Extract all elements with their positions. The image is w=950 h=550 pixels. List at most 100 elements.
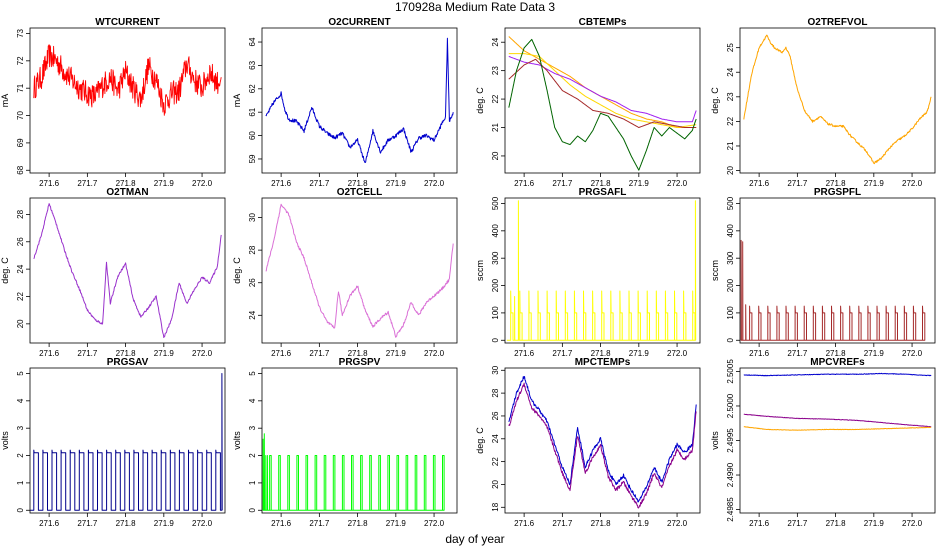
series-line-cbtemp3: [508, 55, 697, 123]
x-tick-label: 272.0: [902, 179, 923, 188]
figure-title: 170928a Medium Rate Data 3: [395, 0, 555, 14]
plot-frame: [739, 367, 936, 514]
y-tick-label: 300: [491, 251, 500, 265]
y-tick-label: 25: [726, 43, 735, 52]
x-tick-label: 271.6: [39, 349, 60, 358]
series-line-prgspfl: [740, 239, 926, 341]
panel-title: O2TREFVOL: [807, 17, 867, 28]
panel-title: WTCURRENT: [95, 17, 159, 28]
y-tick-label: 18: [491, 502, 500, 511]
y-tick-label: 2: [16, 453, 25, 458]
panel-prgspfl: PRGSPFL 271.6 271.7 271.8 271.9 272.0 0 100 200 3…: [710, 187, 936, 358]
y-tick-label: 26: [16, 237, 25, 246]
series-line-prgspv: [262, 433, 445, 511]
x-tick-label: 271.9: [154, 349, 175, 358]
y-tick-label: 4: [248, 398, 257, 403]
plot-frame: [29, 27, 226, 174]
y-tick-label: 20: [726, 166, 735, 175]
x-tick-label: 271.8: [348, 519, 369, 528]
y-tick-label: 0: [248, 507, 257, 512]
x-tick-label: 272.0: [667, 179, 688, 188]
plot-frame: [29, 367, 226, 514]
y-tick-label: 300: [726, 251, 735, 265]
y-tick-label: 20: [491, 479, 500, 488]
x-tick-label: 271.9: [864, 519, 885, 528]
x-tick-label: 271.9: [386, 519, 407, 528]
y-tick-label: 23: [726, 92, 735, 101]
panel-title: PRGSAV: [107, 357, 149, 368]
x-tick-label: 271.7: [309, 349, 330, 358]
series-line-o2tcell: [265, 203, 454, 338]
x-tick-label: 271.8: [348, 349, 369, 358]
series-line-prgsafl: [506, 200, 697, 341]
series-group: [33, 203, 222, 338]
x-tick-label: 271.9: [629, 349, 650, 358]
y-tick-label: 28: [491, 388, 500, 397]
y-tick-label: 3: [248, 425, 257, 430]
x-tick-label: 271.6: [514, 179, 535, 188]
y-tick-label: 2.5005: [726, 359, 735, 384]
x-tick-label: 271.6: [514, 519, 535, 528]
x-tick-label: 271.7: [787, 519, 808, 528]
x-tick-label: 271.9: [386, 179, 407, 188]
x-tick-label: 271.8: [826, 349, 847, 358]
y-tick-label: 22: [16, 291, 25, 300]
plot-frame: [739, 27, 936, 174]
series-group: [508, 376, 697, 509]
y-tick-label: 500: [491, 196, 500, 210]
series-group: [30, 373, 223, 511]
y-tick-label: 30: [491, 365, 500, 374]
y-tick-label: 400: [726, 224, 735, 238]
y-tick-label: 5: [248, 371, 257, 376]
y-tick-label: 200: [726, 278, 735, 292]
y-tick-label: 2.5000: [726, 393, 735, 418]
y-tick-label: 200: [491, 278, 500, 292]
x-tick-label: 271.7: [309, 179, 330, 188]
panel-o2trefvol: O2TREFVOL 271.6 271.7 271.8 271.9 272.0 20 21 22…: [710, 17, 936, 188]
y-tick-label: 2.4990: [726, 462, 735, 487]
figure-xlabel: day of year: [445, 532, 504, 546]
x-tick-label: 272.0: [424, 349, 445, 358]
x-tick-label: 271.7: [552, 179, 573, 188]
y-tick-label: 20: [491, 151, 500, 160]
panel-title: PRGSPV: [339, 357, 381, 368]
series-line-mpcvref2: [743, 413, 932, 428]
series-group: [262, 433, 445, 511]
plot-frame: [739, 197, 936, 344]
x-tick-label: 271.7: [787, 179, 808, 188]
y-axis-label: volts: [0, 431, 10, 450]
series-group: [265, 37, 454, 163]
y-tick-label: 60: [248, 131, 257, 140]
panel-title: CBTEMPs: [579, 17, 627, 28]
panel-title: PRGSPFL: [814, 187, 861, 198]
y-tick-label: 21: [726, 141, 735, 150]
y-tick-label: 22: [726, 116, 735, 125]
x-tick-label: 271.8: [591, 519, 612, 528]
x-tick-label: 271.9: [386, 349, 407, 358]
series-line-mpctemp1: [508, 376, 697, 503]
y-tick-label: 24: [248, 310, 257, 319]
x-tick-label: 271.6: [749, 349, 770, 358]
y-tick-label: 68: [16, 165, 25, 174]
x-tick-label: 271.7: [77, 519, 98, 528]
x-tick-label: 272.0: [902, 519, 923, 528]
y-tick-label: 61: [248, 107, 257, 116]
panel-title: O2TMAN: [106, 187, 148, 198]
series-group: [508, 36, 697, 171]
y-axis-label: deg. C: [475, 427, 485, 454]
y-tick-label: 70: [16, 111, 25, 120]
y-tick-label: 26: [491, 411, 500, 420]
series-group: [265, 203, 454, 338]
panel-o2tman: O2TMAN 271.6 271.7 271.8 271.9 272.0 20 22 24 26 2…: [0, 187, 226, 358]
panel-prgsafl: PRGSAFL 271.6 271.7 271.8 271.9 272.0 0 100 200 3…: [475, 187, 701, 358]
y-axis-label: volts: [232, 431, 242, 450]
panel-o2tcell: O2TCELL 271.6 271.7 271.8 271.9 272.0 24 26 28 30…: [232, 187, 458, 358]
x-tick-label: 272.0: [192, 179, 213, 188]
series-line-mpctemp2: [508, 382, 697, 509]
plot-frame: [504, 27, 701, 174]
panel-mpctemps: MPCTEMPs 271.6 271.7 271.8 271.9 272.0 18 20 22 2…: [475, 357, 701, 528]
panel-title: MPCVREFs: [810, 357, 865, 368]
series-line-wtcurrent: [33, 44, 222, 116]
y-tick-label: 22: [491, 457, 500, 466]
